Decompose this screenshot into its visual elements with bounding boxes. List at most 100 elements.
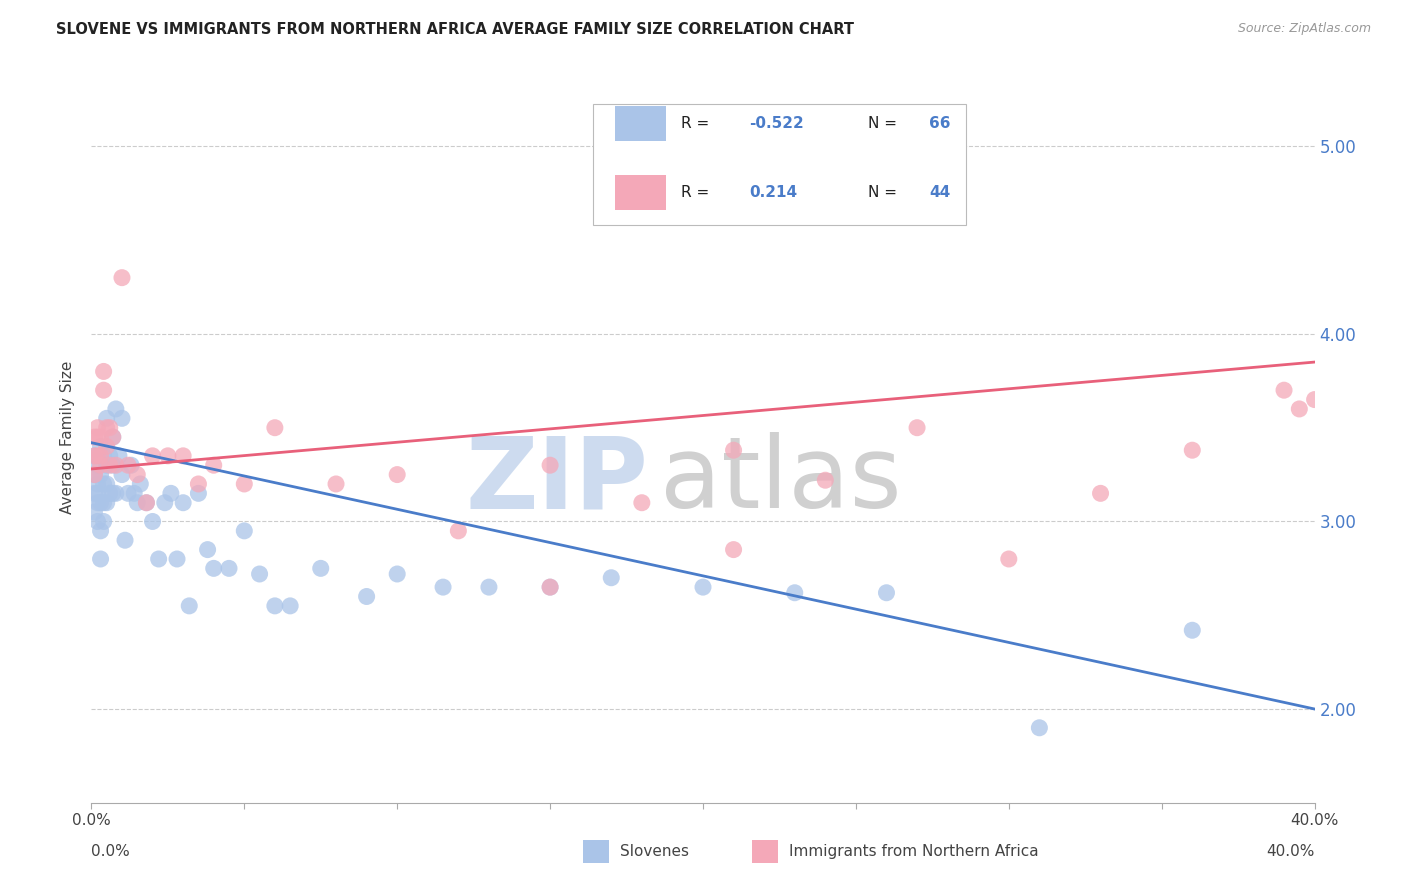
Point bbox=[86, 449, 108, 463]
Point bbox=[432, 580, 454, 594]
Point bbox=[101, 430, 124, 444]
Point bbox=[202, 561, 225, 575]
Point bbox=[202, 458, 225, 473]
Text: 66: 66 bbox=[929, 116, 950, 131]
Point bbox=[356, 590, 378, 604]
Point bbox=[83, 467, 105, 482]
Point bbox=[278, 599, 301, 613]
Point bbox=[905, 420, 928, 434]
Point bbox=[93, 515, 115, 529]
Text: SLOVENE VS IMMIGRANTS FROM NORTHERN AFRICA AVERAGE FAMILY SIZE CORRELATION CHART: SLOVENE VS IMMIGRANTS FROM NORTHERN AFRI… bbox=[56, 22, 855, 37]
Point bbox=[179, 599, 201, 613]
Text: Slovenes: Slovenes bbox=[620, 845, 689, 859]
Point bbox=[98, 486, 121, 500]
Point bbox=[90, 458, 112, 473]
Point bbox=[93, 449, 115, 463]
Point bbox=[723, 443, 745, 458]
Point bbox=[723, 542, 745, 557]
Point bbox=[129, 477, 152, 491]
Point bbox=[127, 496, 149, 510]
Point bbox=[96, 477, 118, 491]
Point bbox=[153, 496, 176, 510]
Point bbox=[631, 496, 654, 510]
Point bbox=[135, 496, 157, 510]
Point bbox=[98, 420, 121, 434]
Point bbox=[93, 383, 115, 397]
Point bbox=[233, 477, 256, 491]
Text: -0.522: -0.522 bbox=[749, 116, 804, 131]
Point bbox=[104, 486, 127, 500]
Point bbox=[187, 477, 209, 491]
Text: Immigrants from Northern Africa: Immigrants from Northern Africa bbox=[789, 845, 1039, 859]
Point bbox=[1028, 721, 1050, 735]
Point bbox=[309, 561, 332, 575]
Point bbox=[114, 533, 136, 548]
Point bbox=[1303, 392, 1326, 407]
Point bbox=[98, 449, 121, 463]
Point bbox=[86, 496, 108, 510]
Point bbox=[86, 430, 108, 444]
Point bbox=[1181, 443, 1204, 458]
Text: Source: ZipAtlas.com: Source: ZipAtlas.com bbox=[1237, 22, 1371, 36]
Point bbox=[127, 467, 149, 482]
Point bbox=[90, 467, 112, 482]
Point bbox=[111, 270, 134, 285]
Point bbox=[538, 580, 561, 594]
Point bbox=[93, 496, 115, 510]
Point bbox=[101, 430, 124, 444]
Point bbox=[83, 505, 105, 519]
Point bbox=[447, 524, 470, 538]
Point bbox=[187, 486, 209, 500]
Point bbox=[141, 515, 163, 529]
Point bbox=[141, 449, 163, 463]
Point bbox=[83, 486, 105, 500]
Point bbox=[814, 473, 837, 487]
Bar bbox=[614, 175, 666, 211]
Point bbox=[600, 571, 623, 585]
Point bbox=[90, 440, 112, 454]
Point bbox=[875, 586, 898, 600]
Point bbox=[90, 552, 112, 566]
Point bbox=[83, 449, 105, 463]
Text: R =: R = bbox=[681, 186, 709, 201]
Point bbox=[111, 411, 134, 425]
Text: N =: N = bbox=[868, 116, 897, 131]
Point bbox=[249, 566, 271, 581]
Point bbox=[264, 420, 287, 434]
Text: ZIP: ZIP bbox=[465, 433, 648, 530]
Text: 40.0%: 40.0% bbox=[1267, 845, 1315, 859]
Point bbox=[1272, 383, 1295, 397]
Point bbox=[385, 467, 409, 482]
Point bbox=[93, 364, 115, 378]
Point bbox=[1181, 624, 1204, 638]
Point bbox=[783, 586, 806, 600]
Point bbox=[117, 486, 139, 500]
Point bbox=[538, 580, 561, 594]
Point bbox=[90, 524, 112, 538]
Point bbox=[104, 458, 127, 473]
Point bbox=[83, 467, 105, 482]
Point bbox=[111, 467, 134, 482]
Point bbox=[538, 458, 561, 473]
Point bbox=[264, 599, 287, 613]
Point bbox=[1288, 401, 1310, 416]
Point bbox=[101, 486, 124, 500]
Text: N =: N = bbox=[868, 186, 897, 201]
Point bbox=[90, 449, 112, 463]
Point bbox=[117, 458, 139, 473]
Point bbox=[96, 440, 118, 454]
Point bbox=[478, 580, 501, 594]
Y-axis label: Average Family Size: Average Family Size bbox=[60, 360, 76, 514]
Point bbox=[122, 486, 145, 500]
Point bbox=[218, 561, 240, 575]
Point bbox=[692, 580, 714, 594]
Point bbox=[96, 458, 118, 473]
Point bbox=[385, 566, 409, 581]
Point bbox=[160, 486, 183, 500]
Text: atlas: atlas bbox=[661, 433, 901, 530]
Point bbox=[101, 458, 124, 473]
Point bbox=[83, 449, 105, 463]
Text: 44: 44 bbox=[929, 186, 950, 201]
Point bbox=[104, 401, 127, 416]
Point bbox=[96, 496, 118, 510]
